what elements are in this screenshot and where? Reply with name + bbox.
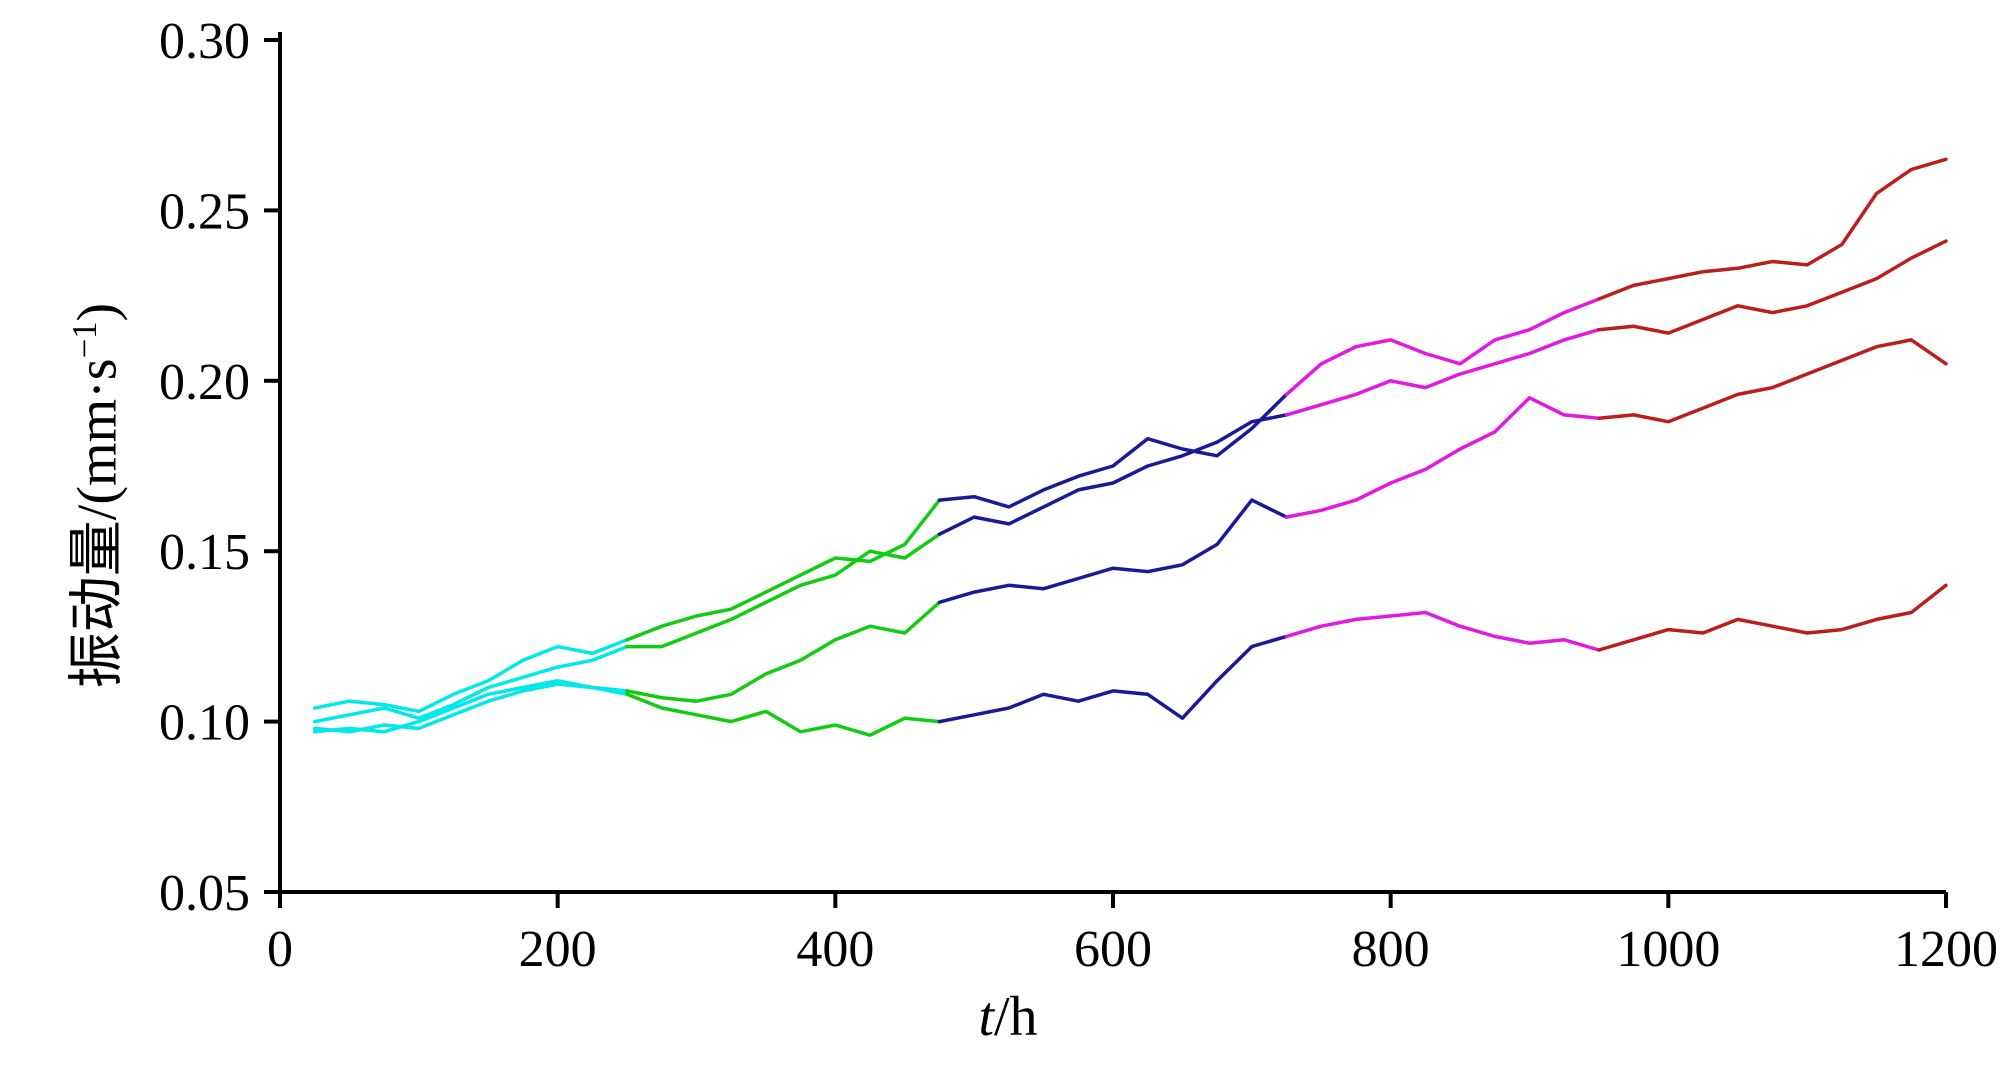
trajectory-4-segment [937, 634, 1289, 724]
trajectory-4-segment [312, 682, 629, 734]
x-tick-label: 200 [519, 921, 597, 978]
trajectory-4-segment [625, 692, 942, 737]
trajectory-3-segment [1284, 396, 1601, 519]
y-tick-label: 0.10 [159, 695, 250, 752]
trajectory-1-segment [312, 638, 629, 714]
trajectory-1-segment [625, 498, 942, 642]
trajectory-3-segment [1597, 338, 1948, 424]
x-tick-label: 400 [796, 921, 874, 978]
x-tick-label: 0 [267, 921, 293, 978]
x-tick-label: 600 [1074, 921, 1152, 978]
x-tick-label: 1200 [1894, 921, 1998, 978]
x-axis-label-variable: t [978, 986, 994, 1048]
trajectory-2-segment [312, 644, 629, 724]
trajectory-2-segment [1597, 239, 1948, 335]
y-tick-label: 0.30 [159, 13, 250, 70]
trajectory-4-segment [1597, 583, 1948, 652]
trajectory-1-segment [1597, 157, 1948, 301]
trajectory-1-segment [937, 392, 1289, 509]
trajectory-3-segment [937, 498, 1289, 605]
y-tick-label: 0.20 [159, 354, 250, 411]
y-tick-label: 0.15 [159, 524, 250, 581]
x-tick-label: 800 [1352, 921, 1430, 978]
x-tick-label: 1000 [1616, 921, 1720, 978]
y-axis-label: 振动量/(mm·s−1) [52, 186, 133, 806]
x-axis-label: t/h [0, 985, 2016, 1049]
trajectory-2-segment [1284, 327, 1601, 417]
y-tick-label: 0.25 [159, 183, 250, 240]
y-tick-label: 0.05 [159, 865, 250, 922]
trajectory-3-segment [625, 600, 942, 703]
trajectory-2-segment [937, 413, 1289, 536]
trajectory-4-segment [1284, 610, 1601, 652]
trajectory-1-segment [1284, 297, 1601, 397]
x-axis-label-unit: /h [994, 986, 1038, 1048]
trajectory-2-segment [625, 532, 942, 649]
y-axis-label-exponent: −1 [64, 321, 104, 359]
y-axis-label-close: ) [66, 302, 129, 322]
y-axis-label-main: 振动量/(mm·s [66, 358, 129, 689]
